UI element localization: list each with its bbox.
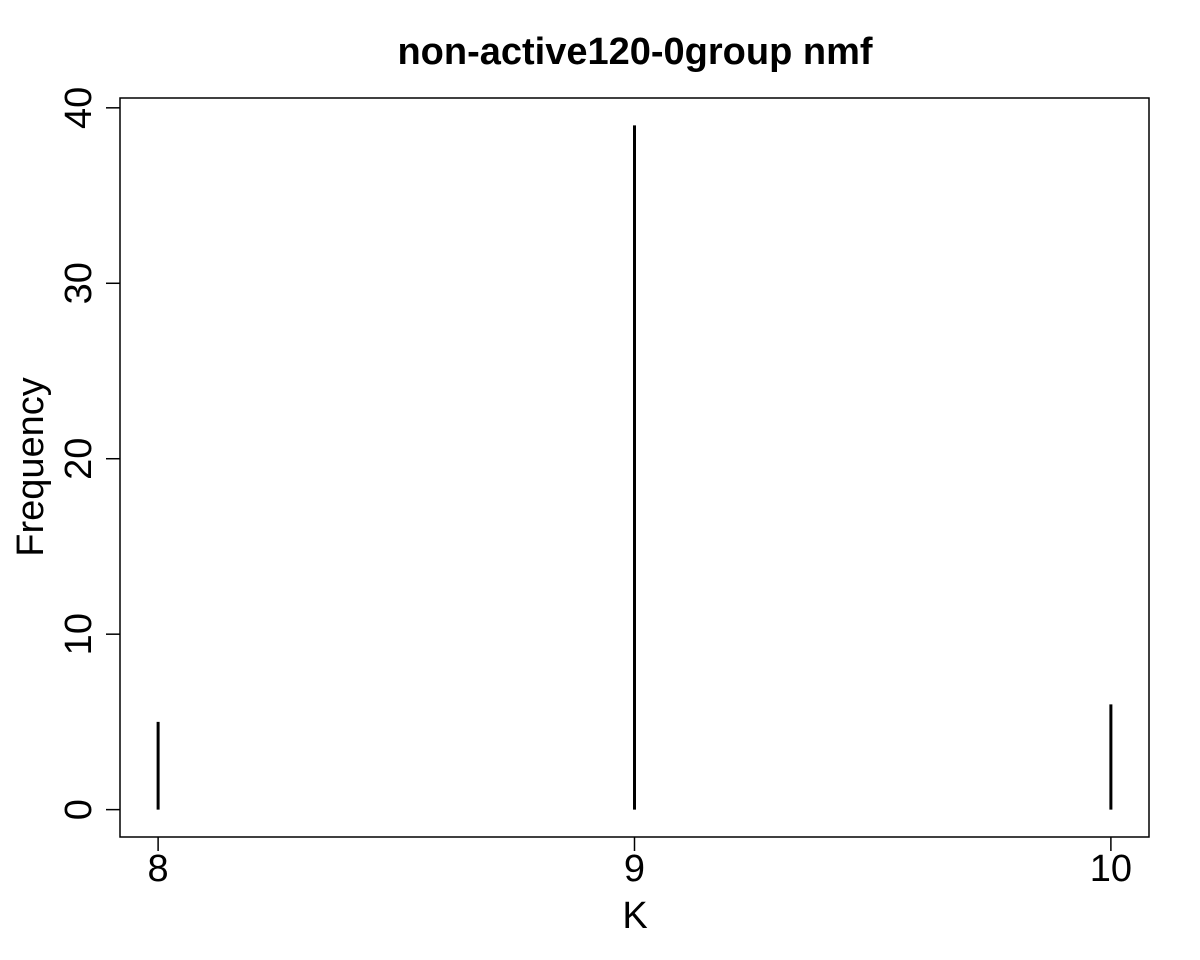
x-axis: 8 9 10	[148, 837, 1132, 890]
y-tick-label-10: 10	[58, 613, 100, 655]
y-tick-label-40: 40	[58, 87, 100, 129]
chart-title: non-active120-0group nmf	[397, 31, 872, 73]
x-tick-label-8: 8	[148, 848, 169, 890]
x-tick-label-9: 9	[624, 848, 645, 890]
y-axis-label: Frequency	[10, 377, 52, 557]
bars	[156, 125, 1113, 810]
y-tick-label-0: 0	[58, 799, 100, 820]
y-tick-label-30: 30	[58, 262, 100, 304]
x-axis-label: K	[622, 895, 647, 937]
y-tick-label-20: 20	[58, 438, 100, 480]
x-tick-label-10: 10	[1090, 848, 1132, 890]
y-axis: 0 10 20 30 40	[58, 87, 120, 820]
